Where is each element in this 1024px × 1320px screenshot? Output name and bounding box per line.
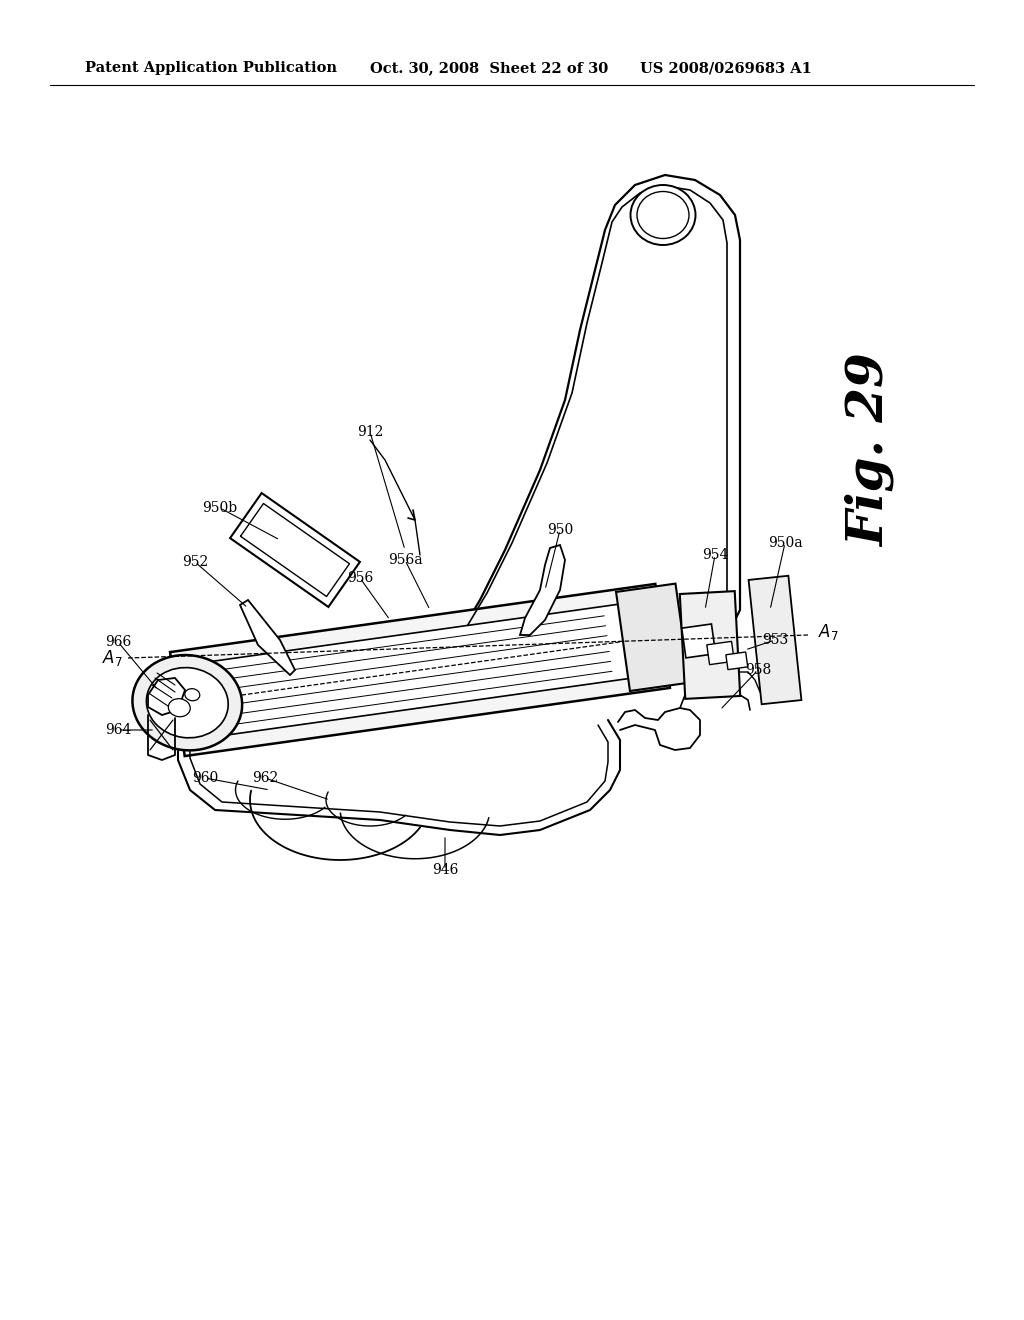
Polygon shape xyxy=(230,494,359,607)
Polygon shape xyxy=(707,642,734,665)
Polygon shape xyxy=(616,583,689,690)
Polygon shape xyxy=(430,176,740,680)
Text: 950: 950 xyxy=(547,523,573,537)
Ellipse shape xyxy=(168,698,190,717)
Text: US 2008/0269683 A1: US 2008/0269683 A1 xyxy=(640,61,812,75)
Text: 950b: 950b xyxy=(203,502,238,515)
Polygon shape xyxy=(148,678,185,715)
Text: $A_7$: $A_7$ xyxy=(101,648,123,668)
Polygon shape xyxy=(520,545,565,635)
Polygon shape xyxy=(187,601,653,739)
Ellipse shape xyxy=(146,668,228,738)
Polygon shape xyxy=(749,576,802,705)
Text: 952: 952 xyxy=(182,554,208,569)
Ellipse shape xyxy=(132,655,242,750)
Ellipse shape xyxy=(631,185,695,246)
Ellipse shape xyxy=(184,689,200,701)
Text: Fig. 29: Fig. 29 xyxy=(845,354,895,546)
Text: 950a: 950a xyxy=(768,536,803,550)
Polygon shape xyxy=(682,624,716,657)
Text: 946: 946 xyxy=(432,863,458,876)
Text: 964: 964 xyxy=(104,723,131,737)
Text: 912: 912 xyxy=(356,425,383,440)
Text: 966: 966 xyxy=(104,635,131,649)
Text: Patent Application Publication: Patent Application Publication xyxy=(85,61,337,75)
Ellipse shape xyxy=(637,191,689,239)
Text: 960: 960 xyxy=(191,771,218,785)
Polygon shape xyxy=(680,591,740,698)
Text: 954: 954 xyxy=(701,548,728,562)
Text: 956a: 956a xyxy=(388,553,422,568)
Polygon shape xyxy=(726,652,748,669)
Text: $A_7$: $A_7$ xyxy=(817,622,839,642)
Polygon shape xyxy=(170,583,670,756)
Text: 962: 962 xyxy=(252,771,279,785)
Text: 958: 958 xyxy=(744,663,771,677)
Text: 956: 956 xyxy=(347,572,373,585)
Text: 953: 953 xyxy=(762,634,788,647)
Polygon shape xyxy=(240,601,295,675)
Text: Oct. 30, 2008  Sheet 22 of 30: Oct. 30, 2008 Sheet 22 of 30 xyxy=(370,61,608,75)
